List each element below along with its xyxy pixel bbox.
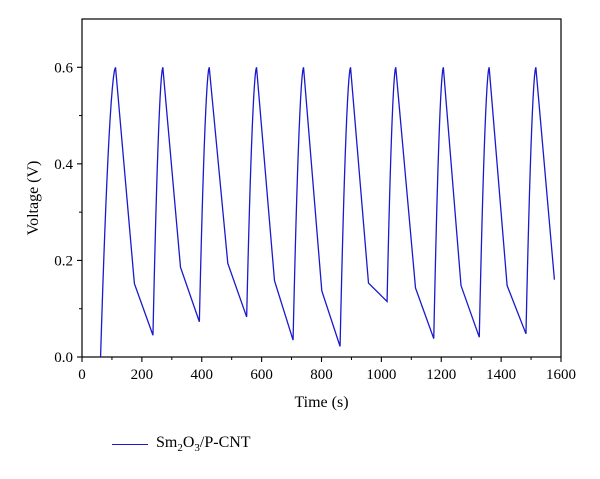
legend-label-sub-1: 2 (177, 442, 183, 455)
y-tick-label: 0.0 (54, 350, 73, 366)
legend-label-sub-2: 3 (194, 442, 200, 455)
x-tick-label: 1200 (426, 367, 456, 383)
x-tick-label: 1000 (366, 367, 396, 383)
x-tick-label: 400 (191, 367, 214, 383)
x-tick-label: 1600 (546, 367, 576, 383)
legend-label-part-2: O (182, 433, 195, 451)
x-axis-ticks: 0 200 400 600 800 1000 1200 1400 1600 (78, 357, 576, 383)
legend-series-label: Sm2O3/P-CNT (156, 434, 251, 454)
x-tick-label: 1400 (486, 367, 516, 383)
y-tick-label: 0.4 (54, 157, 73, 173)
y-tick-label: 0.2 (54, 253, 73, 269)
x-axis-title: Time (s) (294, 394, 348, 411)
legend-label-part-3: /P-CNT (199, 433, 251, 451)
x-tick-label: 600 (250, 367, 273, 383)
legend-label-part-1: Sm (156, 433, 178, 451)
x-tick-label: 0 (78, 367, 86, 383)
x-tick-label: 200 (131, 367, 154, 383)
series-layer (99, 67, 556, 358)
y-tick-label: 0.6 (54, 60, 73, 76)
legend-line-swatch (112, 443, 148, 445)
x-tick-label: 800 (310, 367, 333, 383)
y-axis-title: Voltage (V) (25, 161, 42, 236)
series-line (99, 67, 556, 358)
legend: Sm2O3/P-CNT (112, 432, 251, 456)
y-axis-ticks: 0.0 0.2 0.4 0.6 (54, 60, 82, 366)
